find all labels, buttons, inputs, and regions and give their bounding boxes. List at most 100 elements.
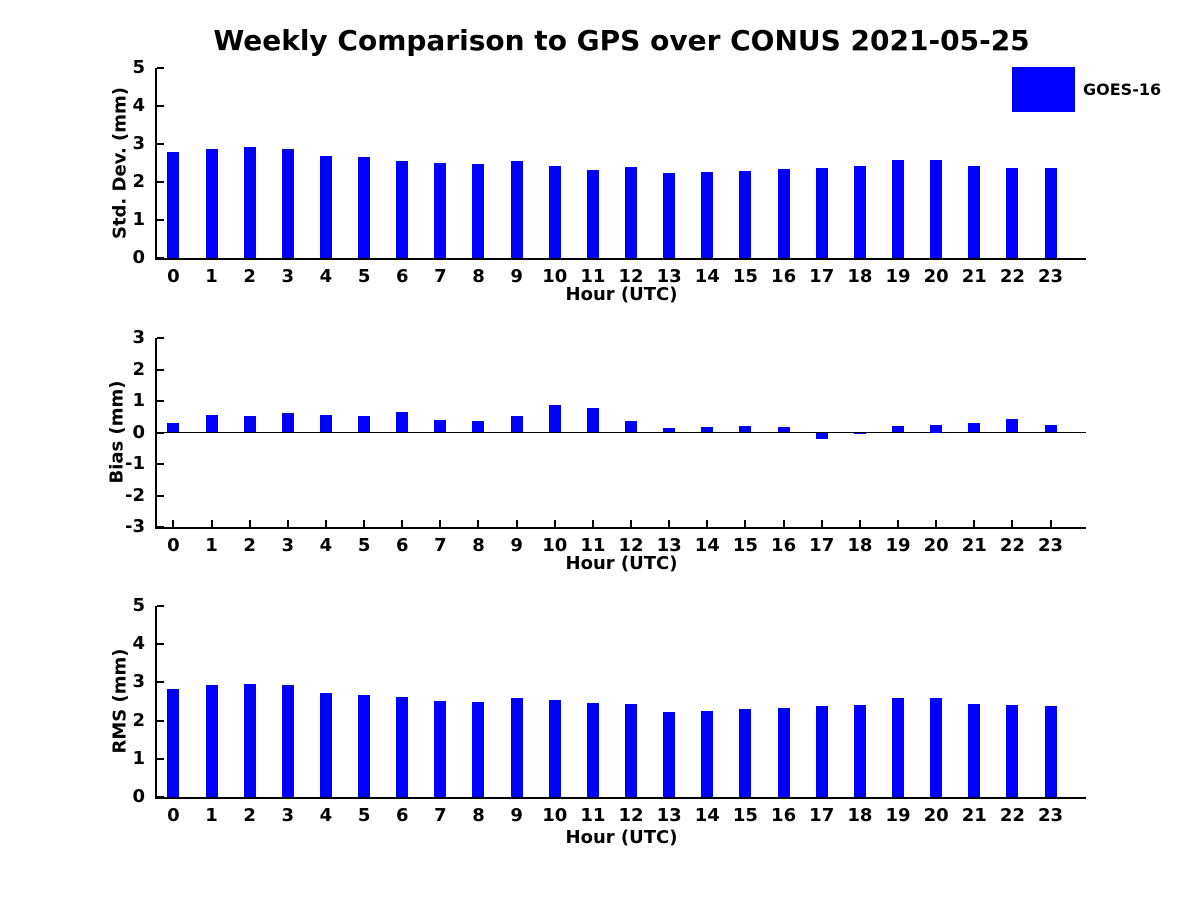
- x-tick-mark: [820, 520, 823, 527]
- x-tick-label: 8: [472, 266, 485, 287]
- x-tick-mark: [858, 520, 861, 527]
- y-tick-mark: [157, 337, 164, 339]
- bar-hour-9: [510, 415, 523, 433]
- x-tick-label: 13: [656, 266, 682, 287]
- plot-area-stddev: 0 1 2 3 4 5 0 1 2 3 4 5 6 7 8 9 10 11 12 13 14 15 16 17 18 19 20 21…: [132, 57, 1086, 287]
- bar-hour-8: [472, 163, 485, 258]
- bar-hour-10: [548, 404, 561, 433]
- x-tick-label: 16: [771, 805, 797, 826]
- x-tick-label: 12: [618, 535, 644, 556]
- bar-hour-5: [358, 694, 371, 797]
- x-tick-mark: [935, 520, 938, 527]
- x-axis-label-bias: Hour (UTC): [565, 553, 678, 574]
- bar-hour-22: [1006, 168, 1019, 258]
- x-tick-label: 18: [847, 266, 873, 287]
- y-tick-label: 4: [132, 633, 145, 655]
- x-tick-label: 0: [167, 535, 180, 556]
- x-tick-label: 21: [961, 535, 987, 556]
- y-tick-label: 0: [132, 421, 145, 443]
- y-tick-mark: [157, 181, 164, 183]
- x-tick-label: 7: [434, 535, 447, 556]
- x-tick-label: 17: [809, 535, 835, 556]
- y-tick-label: 3: [132, 327, 145, 348]
- bar-hour-15: [739, 425, 752, 433]
- bar-hour-3: [281, 412, 294, 433]
- legend-label: GOES-16: [1083, 80, 1162, 99]
- y-tick-label: 4: [132, 95, 145, 116]
- x-tick-label: 10: [542, 805, 568, 826]
- bar-hour-7: [434, 700, 447, 797]
- x-tick-mark: [591, 520, 594, 527]
- bar-hour-22: [1006, 704, 1019, 797]
- x-tick-label: 9: [510, 805, 523, 826]
- bar-hour-6: [396, 696, 409, 797]
- x-tick-label: 4: [319, 805, 333, 826]
- y-tick-mark: [157, 463, 164, 465]
- x-tick-label: 12: [618, 805, 644, 826]
- y-tick-mark: [157, 67, 164, 69]
- x-tick-label: 3: [281, 535, 295, 556]
- bar-hour-7: [434, 419, 447, 433]
- x-tick-mark: [630, 520, 633, 527]
- y-tick-mark: [157, 681, 164, 684]
- bar-hour-4: [319, 156, 332, 258]
- y-tick-mark: [157, 643, 164, 646]
- x-tick-label: 20: [923, 535, 949, 556]
- bar-hour-5: [358, 415, 371, 433]
- x-tick-mark: [553, 520, 556, 527]
- bar-hour-5: [358, 157, 371, 258]
- x-tick-label: 23: [1038, 805, 1064, 826]
- bar-hour-17: [815, 167, 828, 258]
- x-tick-mark: [515, 520, 518, 527]
- bar-hour-18: [853, 704, 866, 797]
- x-tick-label: 19: [885, 266, 911, 287]
- x-tick-label: 14: [694, 805, 720, 826]
- x-tick-mark: [1049, 520, 1052, 527]
- x-tick-mark: [439, 520, 442, 527]
- bar-hour-18: [853, 432, 866, 434]
- bar-hour-18: [853, 165, 866, 258]
- x-axis-label-rms: Hour (UTC): [565, 827, 678, 848]
- bar-hour-6: [396, 160, 409, 258]
- bar-hour-6: [396, 412, 409, 433]
- y-tick-label: -3: [125, 516, 145, 537]
- y-tick-mark: [157, 526, 164, 528]
- y-tick-label: 0: [132, 786, 145, 807]
- x-tick-label: 23: [1038, 266, 1064, 287]
- x-tick-mark: [286, 520, 289, 527]
- x-tick-label: 1: [205, 805, 218, 826]
- y-tick-mark: [157, 368, 164, 371]
- x-tick-mark: [210, 520, 213, 527]
- x-tick-label: 0: [167, 805, 180, 826]
- x-tick-mark: [324, 520, 327, 527]
- x-tick-label: 11: [580, 805, 606, 826]
- x-tick-mark: [363, 520, 366, 527]
- bar-hour-3: [281, 148, 294, 258]
- y-tick-mark: [157, 494, 164, 497]
- x-tick-label: 9: [510, 535, 523, 556]
- x-tick-label: 11: [580, 266, 606, 287]
- y-tick-label: 0: [132, 247, 145, 268]
- x-tick-label: 13: [656, 535, 682, 556]
- x-tick-label: 18: [847, 535, 873, 556]
- x-tick-label: 16: [771, 266, 797, 287]
- bar-hour-11: [586, 169, 599, 258]
- bar-hour-19: [891, 425, 904, 433]
- x-tick-label: 7: [434, 266, 447, 287]
- y-tick-mark: [157, 400, 164, 402]
- y-tick-label: 2: [132, 171, 145, 192]
- bar-hour-11: [586, 703, 599, 797]
- x-tick-mark: [1011, 520, 1014, 527]
- x-tick-label: 4: [319, 266, 333, 287]
- x-tick-label: 21: [961, 266, 987, 287]
- y-tick-mark: [157, 757, 164, 760]
- zero-line: [157, 431, 1086, 434]
- y-tick-mark: [157, 143, 164, 145]
- bar-hour-21: [968, 423, 981, 433]
- x-tick-mark: [668, 520, 671, 527]
- y-tick-label: 2: [132, 709, 145, 731]
- bar-hour-0: [167, 689, 180, 797]
- bar-hour-23: [1044, 167, 1057, 258]
- x-tick-label: 20: [923, 805, 949, 826]
- bar-hour-16: [777, 707, 790, 797]
